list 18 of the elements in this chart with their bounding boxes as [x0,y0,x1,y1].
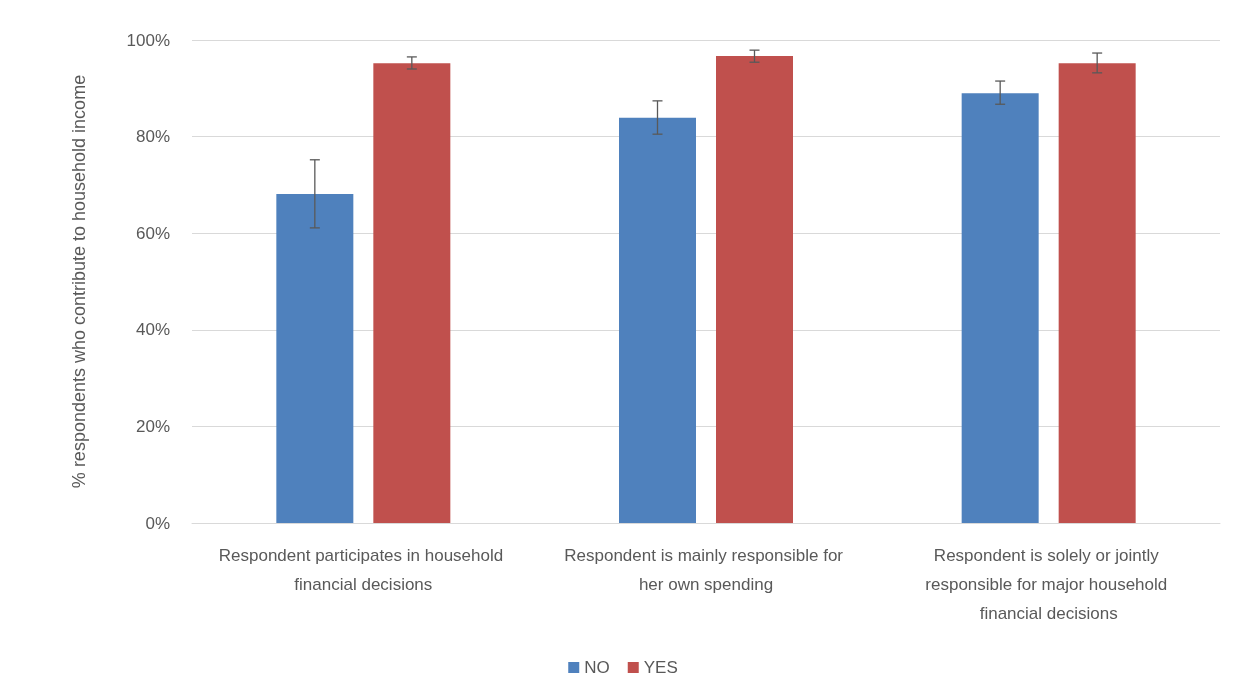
y-tick-label: 0% [145,513,170,533]
bar [373,63,451,523]
legend-label: YES [643,658,678,677]
y-tick-label: 60% [135,223,170,243]
bar [619,117,696,523]
x-tick-label: Respondent participates in household financial decisions [218,546,508,594]
bar [961,93,1039,523]
y-tick-label: 100% [126,30,170,50]
bar [1058,63,1136,523]
legend-label: NO [584,658,610,677]
y-axis-title: % respondents who contribute to household income [69,74,89,489]
y-tick-label: 80% [135,127,170,147]
bar [716,55,793,523]
bar [276,194,354,523]
x-tick-label: Respondent is solely or jointly responsible for major household financial decisions [925,546,1172,623]
x-tick-label: Respondent is mainly responsible for her own spending [564,546,848,594]
y-tick-label: 40% [135,320,170,340]
y-tick-label: 20% [135,416,170,436]
